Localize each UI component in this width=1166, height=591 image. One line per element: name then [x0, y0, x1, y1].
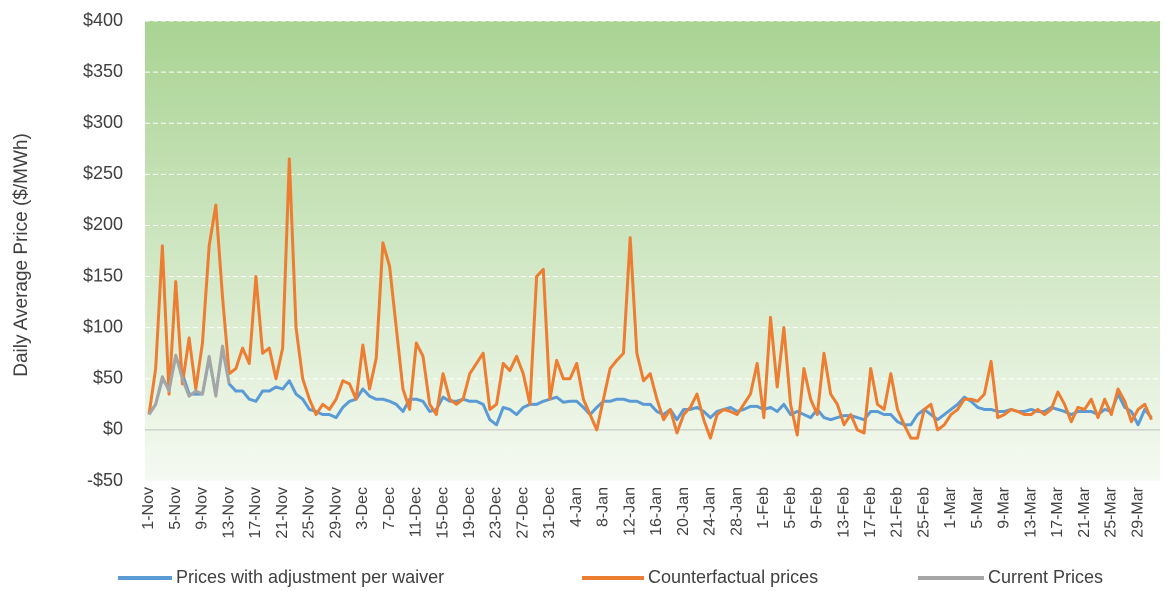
x-tick-label: 16-Jan: [648, 487, 665, 536]
x-tick-label: 8-Jan: [595, 487, 612, 527]
y-tick-label: $350: [83, 61, 123, 81]
x-tick-label: 9-Mar: [996, 486, 1013, 528]
y-tick-label: $50: [93, 368, 123, 388]
x-tick-label: 7-Dec: [381, 487, 398, 530]
x-tick-label: 1-Nov: [140, 487, 157, 530]
x-tick-label: 23-Dec: [488, 487, 505, 539]
x-tick-label: 12-Jan: [621, 487, 638, 536]
x-tick-label: 13-Feb: [835, 487, 852, 538]
x-tick-label: 9-Feb: [809, 487, 826, 529]
y-axis-label: Daily Average Price ($/MWh): [11, 133, 32, 377]
series-line: [147, 157, 1153, 440]
x-tick-label: 21-Feb: [889, 487, 906, 538]
x-tick-label: 13-Nov: [220, 487, 237, 539]
x-tick-label: 5-Nov: [167, 487, 184, 530]
x-tick-label: 5-Feb: [782, 487, 799, 529]
series-line: [147, 344, 231, 416]
y-tick-label: $200: [83, 214, 123, 234]
x-tick-label: 15-Dec: [434, 487, 451, 539]
x-tick-label: 17-Nov: [247, 487, 264, 539]
x-tick-label: 28-Jan: [728, 487, 745, 536]
x-tick-label: 21-Nov: [274, 487, 291, 539]
x-tick-label: 17-Mar: [1049, 486, 1066, 537]
x-tick-label: 1-Mar: [942, 486, 959, 528]
x-tick-label: 29-Mar: [1129, 486, 1146, 537]
x-tick-label: 17-Feb: [862, 487, 879, 538]
y-tick-label: $250: [83, 163, 123, 183]
x-tick-label: 3-Dec: [354, 487, 371, 530]
x-tick-label: 13-Mar: [1022, 486, 1039, 537]
y-tick-label: $300: [83, 112, 123, 132]
x-tick-label: 1-Feb: [755, 487, 772, 529]
legend-label: Counterfactual prices: [648, 567, 818, 587]
y-tick-label: -$50: [87, 470, 123, 490]
x-tick-label: 11-Dec: [408, 487, 425, 537]
x-tick-label: 29-Nov: [327, 487, 344, 539]
x-tick-label: 24-Jan: [702, 487, 719, 536]
x-tick-label: 25-Feb: [915, 487, 932, 538]
x-tick-label: 9-Nov: [194, 487, 211, 530]
y-tick-label: $0: [103, 419, 123, 439]
legend-label: Current Prices: [988, 567, 1103, 587]
plot-background: [145, 21, 1160, 481]
legend-label: Prices with adjustment per waiver: [176, 567, 444, 587]
x-tick-label: 27-Dec: [514, 487, 531, 539]
y-tick-label: $400: [83, 10, 123, 30]
x-tick-label: 4-Jan: [568, 487, 585, 527]
y-tick-label: $100: [83, 316, 123, 336]
x-tick-label: 19-Dec: [461, 487, 478, 539]
y-tick-label: $150: [83, 265, 123, 285]
x-tick-label: 21-Mar: [1076, 486, 1093, 537]
x-tick-label: 5-Mar: [969, 486, 986, 528]
x-tick-label: 25-Mar: [1103, 486, 1120, 537]
x-tick-label: 31-Dec: [541, 487, 558, 539]
x-tick-label: 25-Nov: [301, 487, 318, 539]
x-tick-label: 20-Jan: [675, 487, 692, 536]
